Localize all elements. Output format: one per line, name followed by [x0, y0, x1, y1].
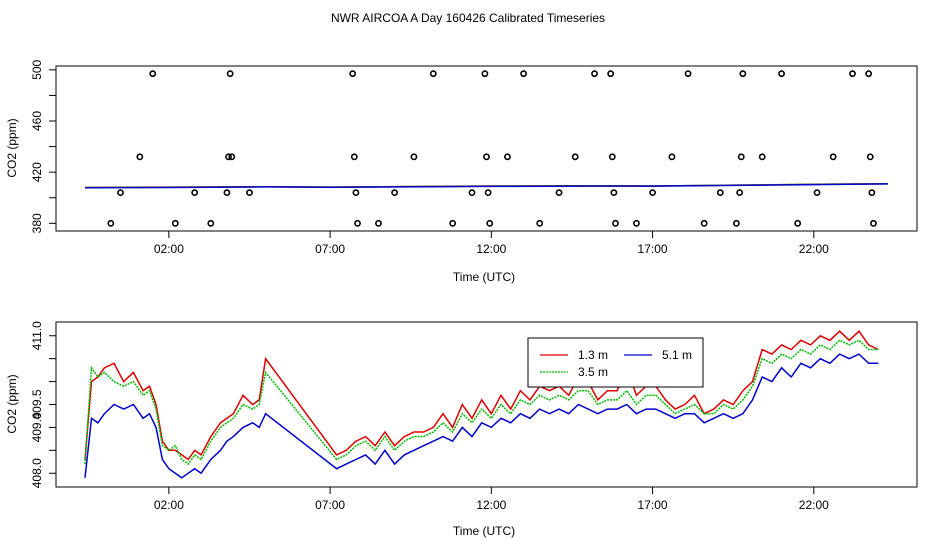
outlier-point — [866, 153, 874, 161]
outlier-point — [228, 153, 236, 161]
outlier-point — [607, 70, 615, 78]
outlier-point — [733, 219, 740, 227]
outlier-point — [391, 189, 398, 197]
outlier-point — [223, 189, 231, 197]
outlier-point — [226, 70, 234, 78]
bottom-y-tick-label: 409.5 — [30, 389, 44, 419]
outlier-point — [870, 219, 877, 227]
outlier-point — [481, 70, 489, 78]
top-x-tick-label: 02:00 — [154, 242, 184, 256]
bottom-y-tick-label: 409.0 — [30, 412, 44, 442]
outlier-point — [736, 189, 744, 197]
bottom-x-tick-label: 22:00 — [799, 498, 829, 512]
top-x-tick-label: 22:00 — [799, 242, 829, 256]
outlier-point — [794, 219, 802, 227]
outlier-point — [468, 189, 476, 197]
outlier-point — [429, 70, 437, 78]
bottom-x-tick-label: 17:00 — [638, 498, 668, 512]
outlier-point — [225, 153, 232, 161]
outlier-point — [375, 219, 382, 227]
series-line-35m — [84, 339, 879, 466]
outlier-point — [865, 70, 873, 78]
outlier-point — [410, 153, 418, 161]
bottom-y-tick-label: 408.0 — [30, 458, 44, 488]
outlier-point — [354, 219, 361, 227]
outlier-point — [117, 189, 124, 197]
top-y-tick-label: 380 — [30, 213, 44, 233]
outlier-point — [504, 153, 511, 161]
legend-box — [527, 337, 704, 388]
series-line-51m — [84, 353, 879, 479]
bottom-y-tick-label: 411.0 — [30, 321, 44, 350]
top-x-axis-label: Time (UTC) — [453, 270, 515, 284]
outlier-point — [246, 189, 253, 197]
outlier-point — [536, 219, 544, 227]
outlier-point — [737, 153, 745, 161]
top-plot-frame — [55, 65, 918, 232]
top-x-tick-label: 12:00 — [476, 242, 506, 256]
outlier-point — [758, 153, 766, 161]
outlier-point — [813, 189, 821, 197]
outlier-point — [739, 70, 747, 78]
top-x-tick-label: 17:00 — [638, 242, 668, 256]
outlier-point — [107, 219, 115, 227]
top-x-tick-label: 07:00 — [315, 242, 345, 256]
bottom-y-axis-label: CO2 (ppm) — [5, 374, 19, 433]
outlier-point — [591, 70, 598, 78]
outlier-point — [136, 153, 144, 161]
bottom-x-tick-label: 12:00 — [476, 498, 506, 512]
outlier-point — [555, 189, 563, 197]
legend-label: 3.5 m — [578, 365, 608, 379]
outlier-point — [449, 219, 457, 227]
top-y-tick-label: 420 — [30, 162, 44, 182]
outlier-point — [668, 153, 676, 161]
bottom-x-tick-label: 02:00 — [154, 498, 184, 512]
outlier-point — [350, 153, 358, 161]
outlier-point — [700, 219, 708, 227]
outlier-point — [520, 70, 527, 78]
top-y-axis-label: CO2 (ppm) — [5, 118, 19, 177]
outlier-point — [484, 189, 492, 197]
top-panel: Time (UTC) CO2 (ppm) 02:00 07:00 12:00 17:0… — [5, 60, 918, 284]
outlier-point — [716, 189, 724, 197]
outlier-point — [849, 70, 856, 78]
outlier-point — [829, 153, 837, 161]
bottom-x-tick-label: 07:00 — [315, 498, 345, 512]
series-line-51m — [84, 183, 889, 189]
bottom-x-axis-label: Time (UTC) — [453, 524, 515, 538]
outlier-point — [868, 189, 876, 197]
legend: 1.3 m 3.5 m 5.1 m — [527, 337, 704, 388]
outlier-point — [207, 219, 215, 227]
outlier-point — [684, 70, 692, 78]
outlier-point — [171, 219, 179, 227]
outlier-point — [191, 189, 199, 197]
outlier-point — [349, 70, 357, 78]
outlier-point — [649, 189, 656, 197]
top-y-tick-label: 460 — [30, 111, 44, 131]
outlier-point — [633, 219, 640, 227]
outlier-point — [612, 219, 619, 227]
outlier-point — [608, 153, 616, 161]
legend-label: 5.1 m — [662, 348, 692, 362]
bottom-panel: Time (UTC) CO2 (ppm) 02:00 07:00 12:00 17:0… — [5, 321, 918, 538]
outlier-point — [571, 153, 579, 161]
chart-title: NWR AIRCOA A Day 160426 Calibrated Times… — [331, 11, 605, 25]
outlier-point — [149, 70, 157, 78]
legend-label: 1.3 m — [578, 348, 608, 362]
outlier-point — [486, 219, 494, 227]
top-y-tick-label: 500 — [30, 60, 44, 80]
outlier-point — [778, 70, 785, 78]
outlier-point — [610, 189, 618, 197]
outlier-point — [352, 189, 360, 197]
series-line-13m — [84, 330, 879, 461]
outlier-point — [483, 153, 490, 161]
